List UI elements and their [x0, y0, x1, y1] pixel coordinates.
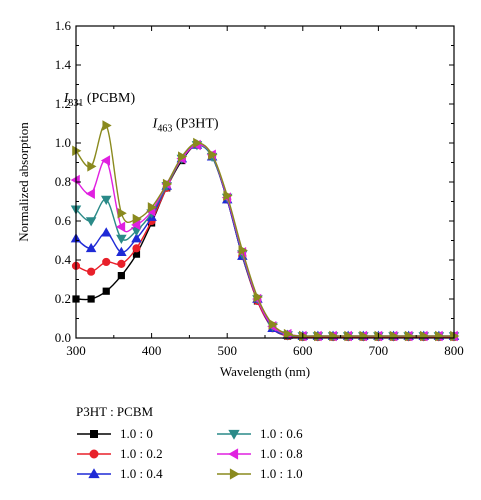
x-axis-title: Wavelength (nm)	[220, 364, 310, 379]
legend-swatch	[77, 449, 111, 459]
data-point	[85, 188, 95, 199]
legend-swatch	[77, 430, 111, 438]
annotation-symbol: I	[63, 91, 70, 106]
legend-swatch	[217, 429, 251, 440]
data-point	[268, 319, 278, 330]
plot-frame	[75, 25, 455, 339]
data-point	[117, 207, 127, 219]
series-0	[72, 141, 458, 341]
data-point	[228, 429, 240, 440]
peak-annotation: I331 (PCBM)	[63, 91, 136, 109]
peak-annotation: I463 (P3HT)	[152, 116, 219, 134]
data-point	[102, 120, 112, 131]
x-tick-label: 700	[369, 343, 389, 358]
data-point	[238, 244, 248, 256]
annotation-label: (P3HT)	[172, 116, 219, 131]
data-point	[229, 468, 240, 480]
legend-label: 1.0 : 0.4	[120, 466, 163, 481]
annotation-subscript: 463	[157, 123, 172, 134]
legend-item: 1.0 : 0.2	[76, 446, 216, 462]
data-point	[87, 161, 97, 172]
data-point	[102, 287, 110, 295]
legend-item: 1.0 : 0.4	[76, 466, 216, 482]
y-tick-label: 1.0	[55, 135, 71, 150]
series-1	[71, 140, 459, 342]
data-point	[87, 295, 95, 303]
annotations: I331 (PCBM)I463 (P3HT)	[63, 91, 219, 134]
legend-label: 1.0 : 0.8	[260, 446, 303, 461]
data-point	[88, 468, 100, 479]
data-point	[100, 155, 111, 166]
data-point	[90, 430, 98, 438]
legend-swatch	[217, 468, 251, 480]
data-point	[208, 149, 218, 160]
data-point	[193, 137, 203, 149]
data-point	[283, 328, 294, 340]
legend-title: P3HT : PCBM	[76, 404, 154, 419]
x-tick-label: 400	[142, 343, 162, 358]
y-tick-label: 0.2	[55, 291, 71, 306]
data-point	[116, 246, 127, 256]
x-tick-label: 800	[444, 343, 464, 358]
data-point	[85, 217, 97, 227]
series-3	[70, 141, 460, 342]
legend-swatch	[77, 468, 111, 479]
y-tick-label: 1.4	[55, 57, 72, 72]
y-tick-label: 0.4	[55, 252, 72, 267]
data-point	[132, 213, 142, 225]
data-point	[131, 233, 142, 243]
data-point	[115, 221, 126, 233]
y-tick-label: 0.8	[55, 174, 71, 189]
series-line	[75, 124, 454, 337]
data-point	[116, 234, 127, 244]
data-point	[100, 227, 112, 237]
data-point	[117, 259, 126, 268]
data-point	[100, 195, 112, 205]
data-point	[131, 219, 141, 231]
legend: P3HT : PCBM 1.0 : 0 1.0 : 0.6 1.0 : 0.2 1.0…	[76, 404, 476, 482]
data-point	[253, 291, 263, 303]
series-4	[70, 139, 458, 342]
series-5	[72, 120, 460, 342]
legend-item: 1.0 : 0	[76, 426, 216, 442]
legend-label: 1.0 : 0	[120, 426, 153, 441]
annotation-label: (PCBM)	[83, 91, 135, 106]
legend-item: 1.0 : 1.0	[216, 466, 396, 482]
legend-label: 1.0 : 0.6	[260, 426, 303, 441]
series-2	[70, 139, 460, 340]
data-point	[132, 244, 141, 253]
absorption-chart: 300 400 500 600 700 800 0.0 0.2 0.4 0.6 0.8 1.0 1.2 1…	[16, 18, 464, 379]
legend-entries: 1.0 : 0 1.0 : 0.6 1.0 : 0.2 1.0 : 0.8 1.0 : …	[76, 426, 476, 482]
axes	[75, 25, 455, 339]
legend-item: 1.0 : 0.8	[216, 446, 396, 462]
legend-label: 1.0 : 0.2	[120, 446, 163, 461]
data-point	[147, 202, 158, 213]
legend-item: 1.0 : 0.6	[216, 426, 396, 442]
data-point	[117, 272, 125, 280]
legend-label: 1.0 : 1.0	[260, 466, 303, 481]
y-tick-label: 0.6	[55, 213, 72, 228]
data-point	[87, 267, 96, 276]
y-tick-label: 1.2	[55, 96, 71, 111]
x-tick-label: 600	[293, 343, 313, 358]
series-curves	[70, 120, 460, 342]
y-tick-label: 0.0	[55, 330, 71, 345]
data-point	[178, 151, 188, 162]
x-tick-label: 500	[217, 343, 237, 358]
annotation-subscript: 331	[68, 98, 83, 109]
x-tick-label: 300	[66, 343, 86, 358]
legend-swatch	[217, 448, 251, 460]
data-point	[223, 190, 233, 201]
y-axis-title: Normalized absorption	[16, 122, 31, 242]
data-point	[228, 448, 239, 460]
data-point	[102, 257, 111, 267]
data-point	[89, 449, 99, 459]
annotation-symbol: I	[152, 116, 159, 131]
data-point	[162, 178, 173, 190]
data-point	[85, 242, 97, 253]
y-tick-label: 1.6	[55, 18, 72, 33]
ticks: 300 400 500 600 700 800 0.0 0.2 0.4 0.6 0.8 1.0 1.2 1…	[55, 18, 464, 358]
